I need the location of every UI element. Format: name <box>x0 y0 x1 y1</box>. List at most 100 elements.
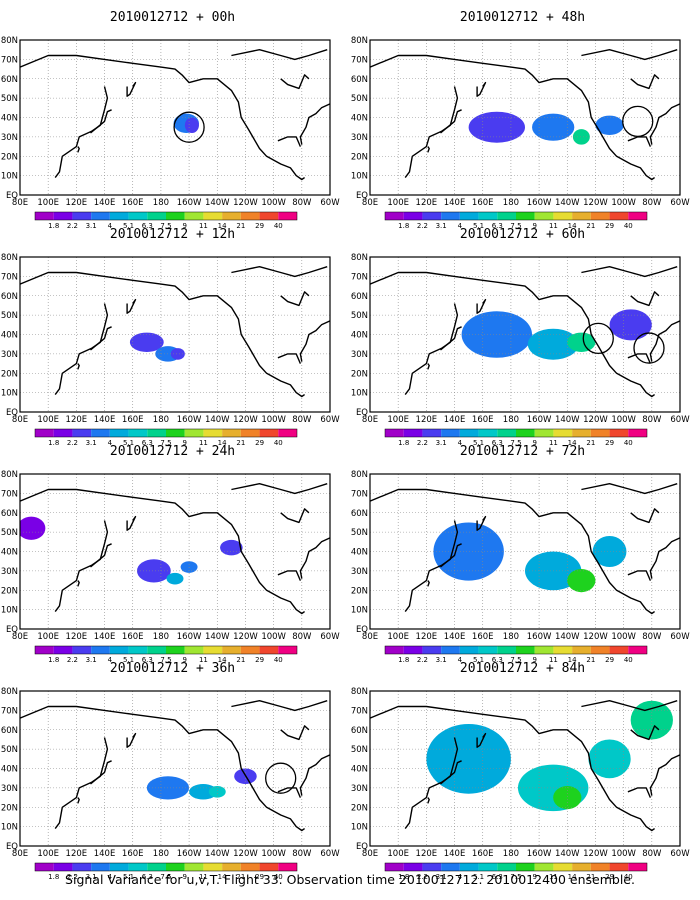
x-tick-label: 60W <box>670 415 690 425</box>
colorbar-swatch <box>240 646 260 654</box>
x-tick-label: 140W <box>555 198 580 208</box>
colorbar-swatch <box>109 646 129 654</box>
colorbar-swatch <box>478 646 498 654</box>
colorbar-label: 3.1 <box>86 439 97 447</box>
x-tick-label: 160E <box>122 415 144 425</box>
colorbar-swatch <box>590 212 610 220</box>
x-tick-label: 140W <box>205 198 230 208</box>
colorbar-swatch <box>441 646 460 654</box>
variance-area <box>468 111 525 143</box>
y-tick-label: EQ <box>6 625 18 635</box>
gridlines <box>19 39 331 196</box>
colorbar-label: 2.2 <box>67 222 78 230</box>
y-tick-label: 80N <box>351 253 368 263</box>
colorbar-label: 1.8 <box>398 222 409 230</box>
colorbar-label: 21 <box>236 222 245 230</box>
colorbar-label: 4 <box>108 439 113 447</box>
colorbar-label: 5.1 <box>123 873 134 881</box>
colorbar-label: 2.2 <box>417 873 428 881</box>
x-tick-label: 100W <box>611 632 636 642</box>
variance-area <box>20 516 46 540</box>
colorbar-swatch <box>166 863 185 871</box>
x-tick-label: 100E <box>387 415 409 425</box>
colorbar-swatch <box>497 429 516 437</box>
colorbar-swatch <box>222 646 241 654</box>
variance-area <box>527 328 579 360</box>
colorbar: 1.8 2.2 3.1 4 5.1 6.3 7.5 9 11 14 21 29 40 <box>384 862 648 881</box>
x-tick-label: 140E <box>444 632 466 642</box>
y-tick-label: 50N <box>351 94 368 104</box>
x-tick-label: 100E <box>37 849 59 859</box>
y-tick-label: EQ <box>6 191 18 201</box>
x-tick-label: 140E <box>444 849 466 859</box>
observation-circle <box>633 332 665 364</box>
x-tick-label: 120E <box>416 415 438 425</box>
y-tick-label: 20N <box>351 586 368 596</box>
colorbar-swatch <box>35 646 54 654</box>
panel-title: 2010012712 + 12h <box>109 227 236 242</box>
x-tick-label: 120E <box>66 849 88 859</box>
y-tick-label: 80N <box>351 470 368 480</box>
gridlines <box>369 473 681 630</box>
x-tick-label: 120E <box>66 415 88 425</box>
x-tick-label: 80E <box>12 198 28 208</box>
colorbar-swatch <box>422 429 442 437</box>
coastline <box>370 700 680 832</box>
colorbar-swatch <box>403 429 423 437</box>
colorbar-label: 3.1 <box>86 656 97 664</box>
colorbar-swatch <box>441 863 460 871</box>
x-tick-label: 160W <box>527 632 552 642</box>
colorbar-label: 9 <box>182 873 186 881</box>
panel-title: 2010012712 + 48h <box>459 10 586 25</box>
colorbar-swatch <box>72 429 92 437</box>
x-tick-label: 60W <box>320 415 340 425</box>
variance-area <box>588 739 631 779</box>
colorbar-label: 14 <box>218 439 227 447</box>
colorbar-label: 29 <box>255 656 264 664</box>
variance-map: 80E 100E 120E 140E 160E 180 160W 140W 120W 100W 80… <box>1 253 340 447</box>
colorbar-swatch <box>184 429 204 437</box>
x-tick-label: 140W <box>205 632 230 642</box>
y-tick-label: EQ <box>356 408 368 418</box>
x-tick-label: 120E <box>66 198 88 208</box>
colorbar: 1.8 2.2 3.1 4 5.1 6.3 7.5 9 11 14 21 29 40 <box>34 645 298 664</box>
y-tick-label: 70N <box>351 55 368 65</box>
panel-title: 2010012712 + 00h <box>109 10 236 25</box>
y-tick-label: EQ <box>6 408 18 418</box>
y-tick-label: 60N <box>351 509 368 519</box>
colorbar-label: 21 <box>236 439 245 447</box>
colorbar-label: 5.1 <box>123 656 134 664</box>
y-tick-label: 40N <box>351 331 368 341</box>
map-panel: 2010012712 + 60h 80E 100E 120E 140E 160E 180 16… <box>350 217 695 447</box>
colorbar-label: 2.2 <box>417 439 428 447</box>
colorbar-swatch <box>166 429 185 437</box>
y-tick-label: 20N <box>351 152 368 162</box>
colorbar-swatch <box>240 212 260 220</box>
x-tick-label: 120W <box>583 198 608 208</box>
colorbar-label: 9 <box>532 439 536 447</box>
colorbar-swatch <box>259 646 279 654</box>
colorbar-swatch <box>184 863 204 871</box>
colorbar-label: 2.2 <box>67 873 78 881</box>
colorbar-swatch <box>53 863 73 871</box>
y-tick-label: EQ <box>356 191 368 201</box>
colorbar-swatch <box>35 429 54 437</box>
colorbar-label: 3.1 <box>86 222 97 230</box>
y-tick-label: 30N <box>1 350 18 360</box>
y-tick-label: 50N <box>351 528 368 538</box>
x-tick-label: 120E <box>66 632 88 642</box>
colorbar-swatch <box>572 212 591 220</box>
colorbar-swatch <box>609 429 629 437</box>
colorbar-label: 29 <box>605 656 614 664</box>
x-tick-label: 60W <box>320 632 340 642</box>
y-tick-label: EQ <box>356 625 368 635</box>
map-panel: 2010012712 + 36h 80E 100E 120E 140E 160E 180 16… <box>0 651 345 881</box>
colorbar-label: 9 <box>182 439 186 447</box>
observation-circle <box>622 105 654 138</box>
colorbar-label: 14 <box>218 656 227 664</box>
y-tick-label: 80N <box>1 687 18 697</box>
shaded-field <box>433 522 627 593</box>
colorbar-swatch <box>147 429 166 437</box>
coastline <box>370 266 680 398</box>
y-tick-label: 50N <box>1 94 18 104</box>
